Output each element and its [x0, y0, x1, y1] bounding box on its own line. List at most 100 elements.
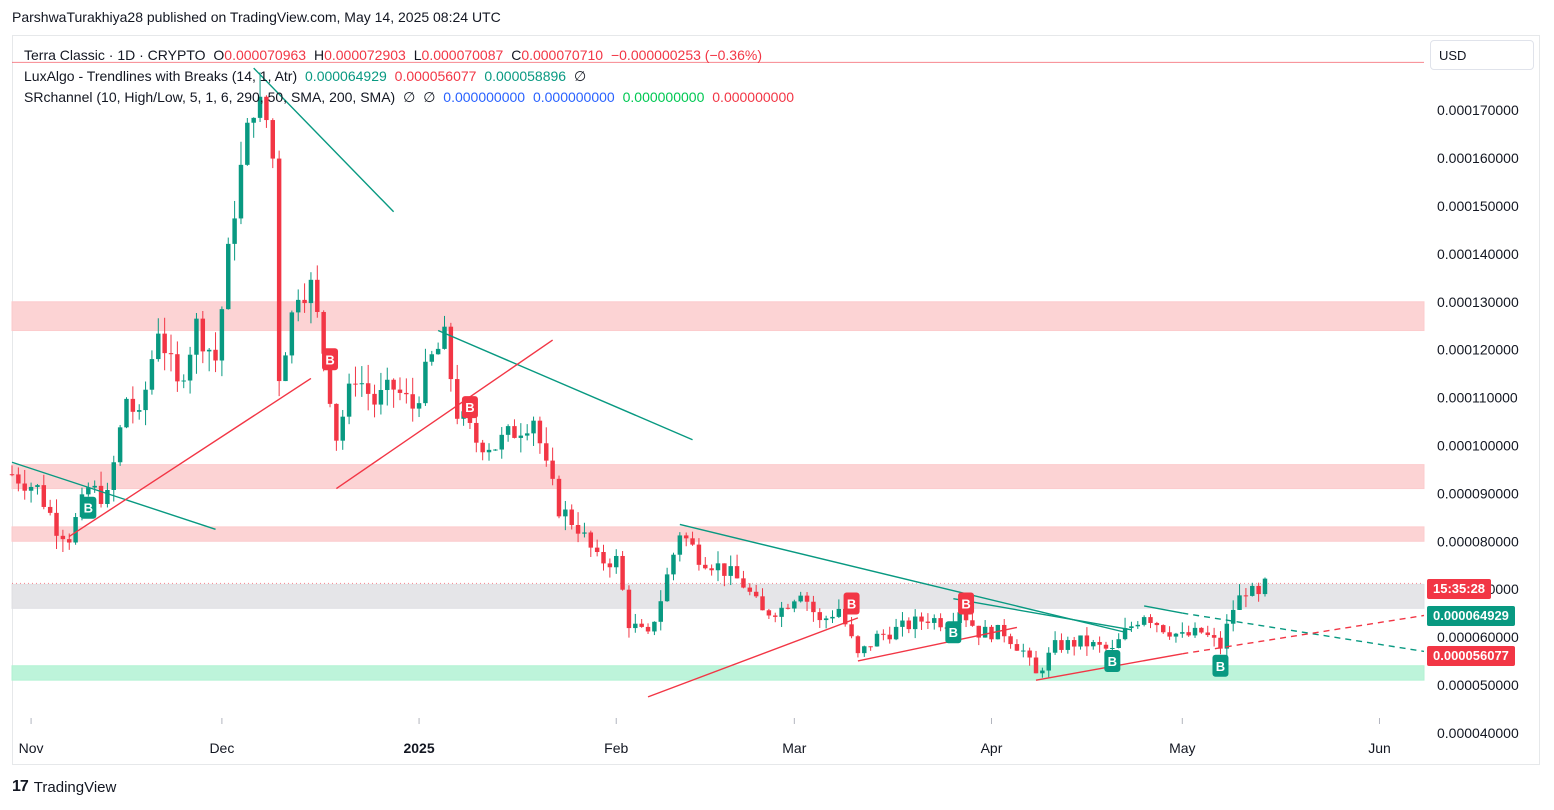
candle — [1065, 636, 1071, 654]
candle-body — [454, 379, 460, 419]
candle-body — [60, 535, 66, 540]
srchannel-value-2: ∅ — [423, 89, 436, 105]
candle-body — [582, 532, 587, 534]
resistance-trendline[interactable] — [11, 461, 216, 530]
support-trendline[interactable] — [1182, 614, 1425, 655]
candle — [60, 529, 66, 553]
candle — [289, 310, 295, 364]
candle-body — [671, 554, 676, 575]
candle — [862, 645, 867, 657]
candle — [575, 512, 581, 543]
candle — [251, 117, 256, 138]
candle-body — [874, 633, 880, 647]
candle — [499, 427, 504, 459]
candle-body — [550, 460, 555, 479]
candle-body — [607, 563, 613, 568]
support-trendline[interactable] — [68, 377, 312, 538]
price-tick-label: 0.000170000 — [1437, 102, 1519, 118]
candle — [111, 455, 116, 502]
candle — [1211, 627, 1217, 647]
candle — [353, 366, 358, 397]
horizontal-lines — [12, 61, 1424, 584]
candle-body — [385, 379, 390, 391]
candle — [1027, 647, 1032, 666]
upper-trend-tag: 0.000064929 — [1427, 606, 1515, 626]
candle-body — [1065, 640, 1071, 650]
candle — [741, 570, 746, 589]
srchannel-legend-row[interactable]: SRchannel (10, High/Low, 5, 1, 6, 290, 5… — [24, 87, 798, 108]
candle-body — [9, 474, 15, 476]
break-label-text: B — [961, 597, 970, 612]
candle-body — [327, 353, 333, 404]
candle-body — [1230, 609, 1236, 624]
resistance-trendline[interactable] — [1144, 605, 1183, 614]
support-trendline[interactable] — [647, 617, 859, 698]
open-label: O — [213, 47, 225, 63]
luxalgo-title: LuxAlgo - Trendlines with Breaks (14, 1,… — [24, 68, 298, 84]
candle — [105, 482, 110, 508]
candle-body — [1059, 640, 1064, 650]
resistance-trendline[interactable] — [1182, 612, 1425, 653]
candle — [404, 378, 409, 404]
candle — [1256, 582, 1261, 602]
candle-body — [703, 564, 708, 569]
candle-body — [28, 486, 34, 491]
candle-body — [1211, 635, 1217, 638]
close-label: C — [511, 47, 522, 63]
candle-body — [346, 383, 352, 417]
candle-body — [912, 616, 918, 630]
candle-body — [1046, 652, 1051, 671]
candle — [47, 499, 53, 516]
resistance-trendline[interactable] — [253, 67, 395, 213]
candle — [1180, 622, 1185, 638]
candle-body — [709, 568, 714, 571]
candle-body — [626, 589, 632, 629]
resistance-trendline[interactable] — [953, 598, 1132, 631]
candle-body — [98, 485, 104, 504]
candle — [1250, 582, 1255, 597]
symbol-legend-row[interactable]: Terra Classic · 1D · CRYPTO O0.000070963… — [24, 45, 798, 66]
currency-selector-button[interactable]: USD — [1430, 40, 1534, 70]
candle — [1173, 632, 1179, 643]
candle-body — [1021, 650, 1026, 652]
low-label: L — [413, 47, 422, 63]
resistance-trendline[interactable] — [679, 523, 1126, 633]
candle-body — [569, 509, 574, 526]
candle — [1148, 614, 1153, 629]
luxalgo-legend-row[interactable]: LuxAlgo - Trendlines with Breaks (14, 1,… — [24, 66, 798, 87]
candle — [658, 590, 663, 631]
price-tick-label: 0.000040000 — [1437, 725, 1519, 741]
resistance-zone — [11, 301, 1425, 332]
candle — [181, 374, 186, 389]
candle-body — [925, 621, 931, 623]
candle — [703, 557, 708, 570]
candle — [429, 350, 435, 366]
candle-body — [683, 535, 689, 539]
resistance-trendline[interactable] — [437, 329, 693, 441]
candle-body — [645, 626, 651, 632]
candle — [1040, 667, 1045, 678]
candle — [537, 416, 543, 454]
candle — [734, 554, 740, 579]
candle-body — [1180, 632, 1185, 634]
candle — [753, 584, 759, 598]
candle — [671, 552, 676, 581]
candle-body — [175, 354, 180, 382]
break-label-box — [322, 348, 339, 371]
candle — [98, 471, 104, 508]
footer-branding[interactable]: 17 TradingView — [12, 778, 116, 796]
candle — [1014, 639, 1020, 651]
support-trendline[interactable] — [857, 626, 1018, 662]
candle — [645, 623, 651, 634]
candle-body — [181, 380, 186, 382]
candle — [1091, 639, 1096, 650]
candle-body — [1262, 578, 1268, 595]
candle-body — [715, 563, 721, 571]
candle — [92, 480, 97, 493]
candle-body — [919, 616, 924, 622]
support-trendline[interactable] — [335, 339, 554, 490]
chart-legend: Terra Classic · 1D · CRYPTO O0.000070963… — [24, 45, 798, 108]
candle-body — [54, 512, 59, 536]
